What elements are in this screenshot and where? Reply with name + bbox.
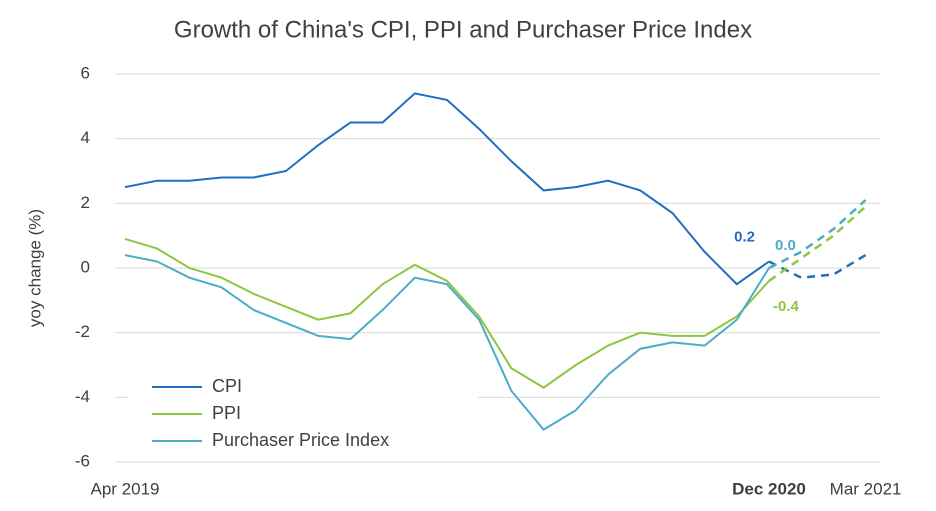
data-label: 0.2 bbox=[734, 229, 755, 246]
forecast-line bbox=[768, 253, 867, 279]
legend-label: Purchaser Price Index bbox=[212, 430, 389, 450]
y-tick-label: 6 bbox=[81, 63, 90, 82]
data-label: 0.0 bbox=[775, 237, 796, 254]
y-tick-label: -4 bbox=[75, 387, 90, 406]
x-tick-label: Dec 2020 bbox=[732, 479, 806, 498]
y-tick-label: 4 bbox=[81, 128, 90, 147]
series-line bbox=[124, 254, 770, 431]
y-tick-label: -2 bbox=[75, 322, 90, 341]
y-tick-label: 0 bbox=[81, 257, 90, 276]
y-tick-label: -6 bbox=[75, 451, 90, 470]
legend-label: PPI bbox=[212, 403, 241, 423]
forecast-line bbox=[768, 199, 867, 270]
x-tick-label: Mar 2021 bbox=[830, 479, 902, 498]
y-tick-label: 2 bbox=[81, 193, 90, 212]
series-line bbox=[124, 237, 770, 389]
legend-box bbox=[128, 376, 478, 460]
series-line bbox=[124, 92, 770, 286]
forecast-line bbox=[768, 205, 867, 282]
x-tick-label: Apr 2019 bbox=[91, 479, 160, 498]
chart-title: Growth of China's CPI, PPI and Purchaser… bbox=[174, 16, 752, 43]
data-label: -0.4 bbox=[773, 298, 800, 315]
y-axis-label: yoy change (%) bbox=[25, 209, 44, 327]
legend-label: CPI bbox=[212, 376, 242, 396]
